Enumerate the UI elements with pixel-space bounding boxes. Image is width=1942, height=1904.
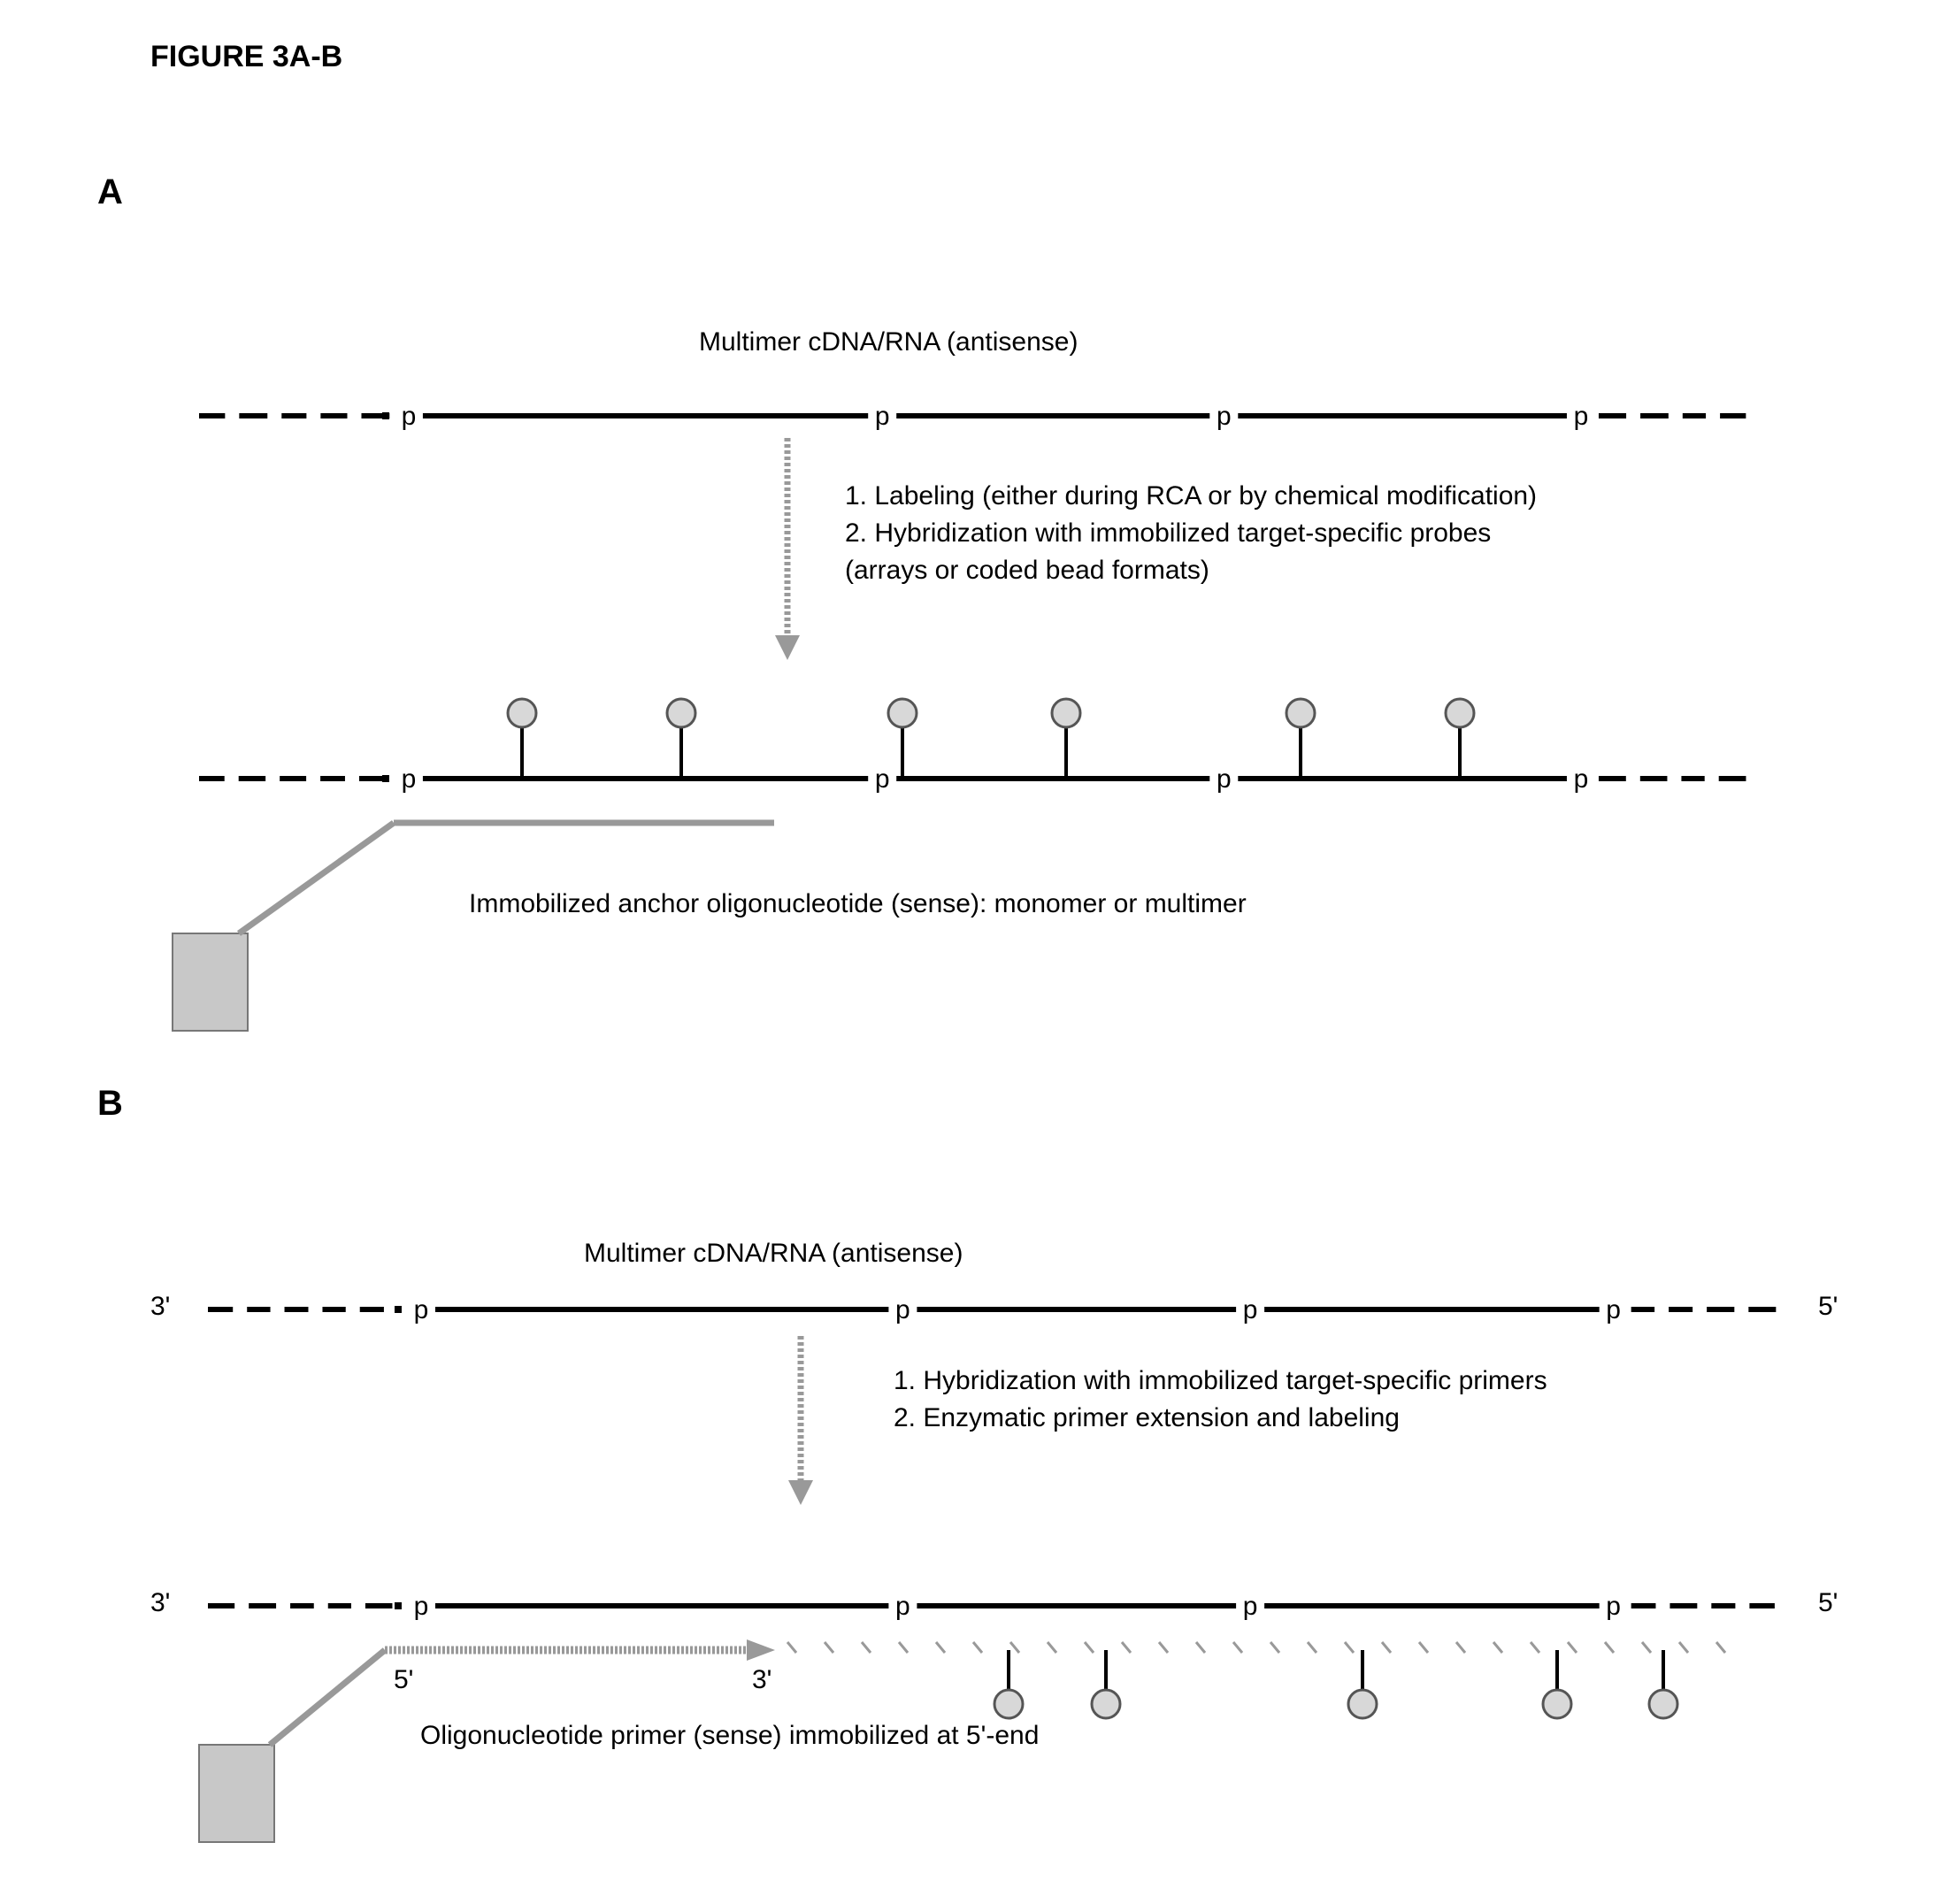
- svg-text:p: p: [1606, 1592, 1621, 1621]
- svg-text:p: p: [1243, 1295, 1258, 1324]
- svg-text:p: p: [1574, 402, 1589, 431]
- svg-text:p: p: [875, 764, 890, 794]
- svg-text:p: p: [414, 1295, 429, 1324]
- svg-text:p: p: [402, 402, 417, 431]
- svg-text:p: p: [1217, 764, 1232, 794]
- diagram-svg: p p p p p p p p p p p p p p p p: [0, 0, 1942, 1904]
- svg-text:p: p: [1243, 1592, 1258, 1621]
- svg-text:p: p: [414, 1592, 429, 1621]
- svg-text:p: p: [1217, 402, 1232, 431]
- svg-text:p: p: [895, 1592, 910, 1621]
- svg-text:p: p: [1606, 1295, 1621, 1324]
- svg-text:p: p: [895, 1295, 910, 1324]
- svg-text:p: p: [402, 764, 417, 794]
- svg-text:p: p: [1574, 764, 1589, 794]
- svg-text:p: p: [875, 402, 890, 431]
